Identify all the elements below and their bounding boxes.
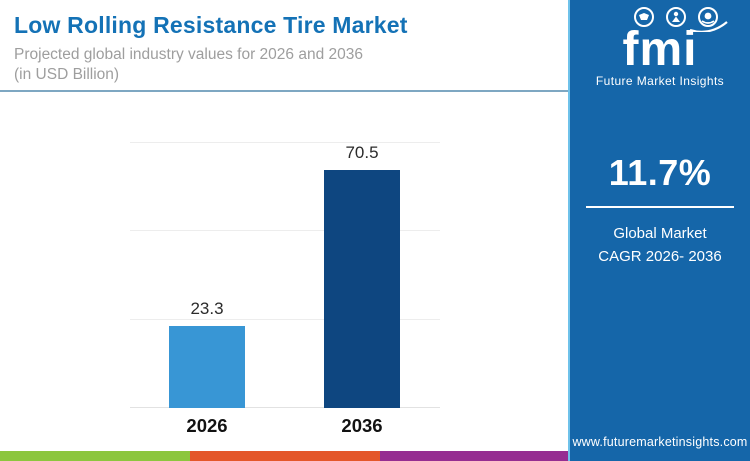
person-icon [666,7,686,27]
gridline-0 [130,407,440,408]
x-axis-label-2036: 2036 [341,415,383,436]
x-axis-labels: 2026 2036 [130,415,440,441]
bar-chart-plot-area: 23.3 70.5 [130,142,440,408]
website-link[interactable]: www.futuremarketinsights.com [572,435,748,449]
fmi-logo: fmi Future Market Insights [570,6,750,88]
bar-value-label-2026: 23.3 [190,298,224,318]
cagr-block: 11.7% Global Market CAGR 2026- 2036 [570,152,750,269]
footer-stripe [0,451,568,461]
stripe-purple [380,451,568,461]
bar-column-2026: 23.3 [169,143,245,408]
page-title: Low Rolling Resistance Tire Market [14,12,408,38]
page-subtitle: Projected global industry values for 202… [14,45,552,86]
gridline-75 [130,142,440,143]
logo-tagline: Future Market Insights [595,74,725,89]
cagr-label-line-1: Global Market [613,225,707,242]
map-icon [634,7,654,27]
gridline-25 [130,318,440,320]
header: Low Rolling Resistance Tire Market Proje… [0,0,568,92]
sidebar: fmi Future Market Insights 11.7% Global … [568,0,750,461]
x-axis-label-2026: 2026 [186,415,228,436]
cagr-label: Global Market CAGR 2026- 2036 [570,222,750,269]
stripe-green [0,451,190,461]
bar-column-2036: 70.5 [324,143,400,408]
subtitle-line-1: Projected global industry values for 202… [14,46,363,63]
subtitle-line-2: (in USD Billion) [14,66,120,84]
cagr-value: 11.7% [608,152,712,193]
logo-icons [634,7,728,32]
swoosh-icon [689,21,728,32]
bar-value-label-2036: 70.5 [345,143,379,162]
logo-wordmark: fmi [622,23,698,76]
bar-2036 [324,170,400,408]
stripe-orange [190,451,380,461]
gridline-50 [130,230,440,232]
globe-icon [698,7,718,27]
bar-2026 [169,325,245,408]
cagr-label-line-2: CAGR 2026- 2036 [598,248,722,266]
cagr-divider [586,206,734,208]
